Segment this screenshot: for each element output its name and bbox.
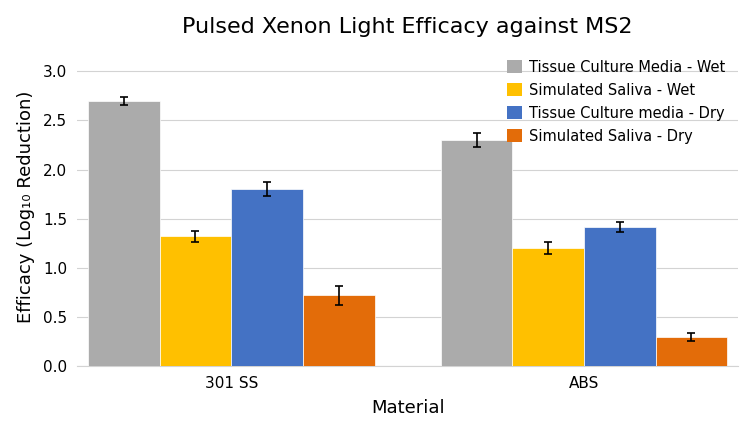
Legend: Tissue Culture Media - Wet, Simulated Saliva - Wet, Tissue Culture media - Dry, : Tissue Culture Media - Wet, Simulated Sa… bbox=[501, 54, 731, 150]
Bar bbox=[584, 227, 655, 366]
Bar bbox=[159, 237, 231, 366]
Y-axis label: Efficacy (Log₁₀ Reduction): Efficacy (Log₁₀ Reduction) bbox=[17, 90, 35, 322]
Bar bbox=[513, 248, 584, 366]
Bar bbox=[231, 189, 303, 366]
Title: Pulsed Xenon Light Efficacy against MS2: Pulsed Xenon Light Efficacy against MS2 bbox=[183, 16, 633, 36]
X-axis label: Material: Material bbox=[371, 399, 445, 418]
Bar bbox=[88, 101, 159, 366]
Bar bbox=[655, 337, 727, 366]
Bar bbox=[303, 296, 374, 366]
Bar bbox=[441, 140, 513, 366]
